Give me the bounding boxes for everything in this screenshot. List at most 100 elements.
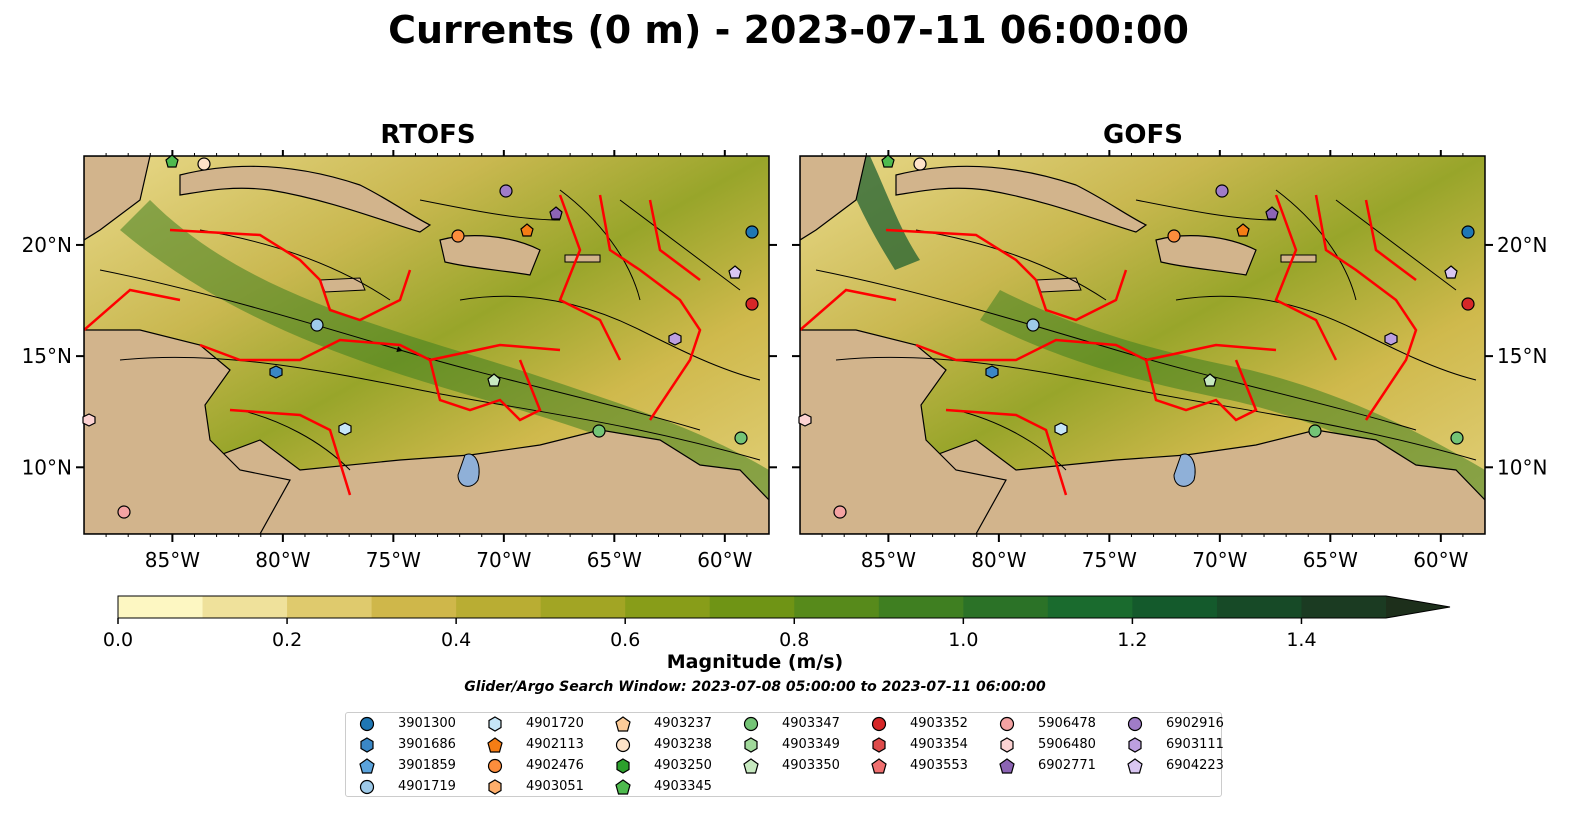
colorbar-swatch	[625, 596, 711, 618]
pentagon-marker-icon	[614, 716, 632, 732]
lon-tick-label: 60°W	[1413, 548, 1468, 572]
legend-label: 4903352	[910, 716, 968, 731]
lat-tick-label: 10°N	[1497, 455, 1547, 479]
streamlines	[99, 189, 761, 471]
colorbar-tick-label: 0.0	[103, 629, 133, 651]
marker-6902916[interactable]	[499, 184, 513, 198]
pentagon-marker-icon	[358, 758, 376, 774]
hexagon-marker-icon	[614, 758, 632, 774]
colorbar-tick-label: 1.2	[1117, 629, 1147, 651]
panel-title-rtofs: RTOFS	[380, 120, 476, 150]
colorbar-tick-label: 0.8	[779, 629, 809, 651]
marker-4903345[interactable]	[165, 154, 179, 168]
colorbar-tick-label: 1.4	[1286, 629, 1316, 651]
legend-label: 6902916	[1166, 716, 1224, 731]
lat-tick-label: 20°N	[1497, 233, 1547, 257]
legend-label: 5906478	[1038, 716, 1096, 731]
marker-5906480[interactable]	[798, 413, 812, 427]
colorbar-tick-label: 1.0	[948, 629, 978, 651]
marker-4903347b[interactable]	[1450, 431, 1464, 445]
marker-4903238[interactable]	[197, 157, 211, 171]
current-jet	[120, 200, 769, 520]
marker-6904223[interactable]	[728, 265, 742, 279]
colorbar-swatch	[371, 596, 457, 618]
colorbar-tick-label: 0.2	[272, 629, 302, 651]
marker-3901686[interactable]	[985, 365, 999, 379]
marker-3901300[interactable]	[745, 225, 759, 239]
legend-label: 4903237	[654, 716, 712, 731]
colorbar-swatch	[1132, 596, 1218, 618]
marker-4901719[interactable]	[310, 318, 324, 332]
marker-5906478[interactable]	[117, 505, 131, 519]
colorbar: 0.0 0.2 0.4 0.6 0.8 1.0 1.2 1.4	[103, 595, 1451, 651]
hexagon-marker-icon	[358, 737, 376, 753]
marker-6903111[interactable]	[1384, 332, 1398, 346]
map-figure: 85°W 80°W 75°W 70°W 65°W 60°W 20°N 15°N 10°N 85°W…	[22, 150, 1547, 572]
circle-marker-icon	[358, 779, 376, 795]
colorbar-swatch	[878, 596, 964, 618]
lon-tick-label: 85°W	[145, 548, 200, 572]
pentagon-marker-icon	[486, 737, 504, 753]
colorbar-swatch	[456, 596, 542, 618]
circle-marker-icon	[742, 716, 760, 732]
land-central-america	[84, 329, 291, 534]
marker-6902916[interactable]	[1215, 184, 1229, 198]
lat-tick-label: 20°N	[22, 233, 72, 257]
marker-4902476[interactable]	[1167, 229, 1181, 243]
marker-4903347b[interactable]	[734, 431, 748, 445]
lake-maracaibo	[457, 453, 480, 487]
marker-4903350[interactable]	[1203, 373, 1217, 387]
lat-tick-label: 15°N	[1497, 344, 1547, 368]
map-panel-rtofs	[82, 154, 770, 535]
marker-4903345[interactable]	[881, 154, 895, 168]
lon-tick-label: 65°W	[587, 548, 642, 572]
lon-tick-label: 65°W	[1303, 548, 1358, 572]
marker-4903352[interactable]	[1461, 297, 1475, 311]
legend-label: 3901300	[398, 716, 456, 731]
marker-4903238[interactable]	[913, 157, 927, 171]
marker-6902771[interactable]	[549, 206, 563, 220]
marker-6903111[interactable]	[668, 332, 682, 346]
marker-4903347[interactable]	[592, 424, 606, 438]
land-puerto-rico	[564, 254, 601, 263]
marker-4901719[interactable]	[1026, 318, 1040, 332]
marker-3901686[interactable]	[269, 365, 283, 379]
marker-4902113[interactable]	[1236, 223, 1250, 237]
colorbar-swatch	[794, 596, 880, 618]
circle-marker-icon	[358, 716, 376, 732]
land-cuba	[895, 165, 1148, 233]
legend-label: 4903350	[782, 758, 840, 773]
marker-5906480[interactable]	[82, 413, 96, 427]
marker-4902476[interactable]	[451, 229, 465, 243]
marker-4903347[interactable]	[1308, 424, 1322, 438]
colorbar-swatch	[540, 596, 626, 618]
marker-4903352[interactable]	[745, 297, 759, 311]
marker-5906478[interactable]	[833, 505, 847, 519]
marker-4903350[interactable]	[487, 373, 501, 387]
figure-title: Currents (0 m) - 2023-07-11 06:00:00	[388, 8, 1189, 52]
lon-tick-label: 70°W	[1192, 548, 1247, 572]
land-central-america	[800, 329, 1007, 534]
legend-label: 4902113	[526, 737, 584, 752]
marker-4901720[interactable]	[338, 422, 352, 436]
marker-4902113[interactable]	[520, 223, 534, 237]
hexagon-marker-icon	[870, 737, 888, 753]
marker-4901720[interactable]	[1054, 422, 1068, 436]
legend-label: 4902476	[526, 758, 584, 773]
hexagon-marker-icon	[486, 779, 504, 795]
map-axes: 85°W 80°W 75°W 70°W 65°W 60°W 20°N 15°N 10°N 85°W…	[22, 150, 1547, 572]
pentagon-marker-icon	[870, 758, 888, 774]
land-jamaica	[319, 277, 366, 293]
circle-marker-icon	[614, 737, 632, 753]
circle-marker-icon	[870, 716, 888, 732]
legend-label: 4903354	[910, 737, 968, 752]
legend-label: 4903250	[654, 758, 712, 773]
legend-label: 4903051	[526, 779, 584, 794]
land-yucatan	[84, 156, 151, 241]
marker-3901300[interactable]	[1461, 225, 1475, 239]
region-polygons	[800, 194, 1418, 496]
marker-6902771[interactable]	[1265, 206, 1279, 220]
hexagon-marker-icon	[486, 716, 504, 732]
marker-6904223[interactable]	[1444, 265, 1458, 279]
colorbar-label: Magnitude (m/s)	[666, 651, 844, 673]
